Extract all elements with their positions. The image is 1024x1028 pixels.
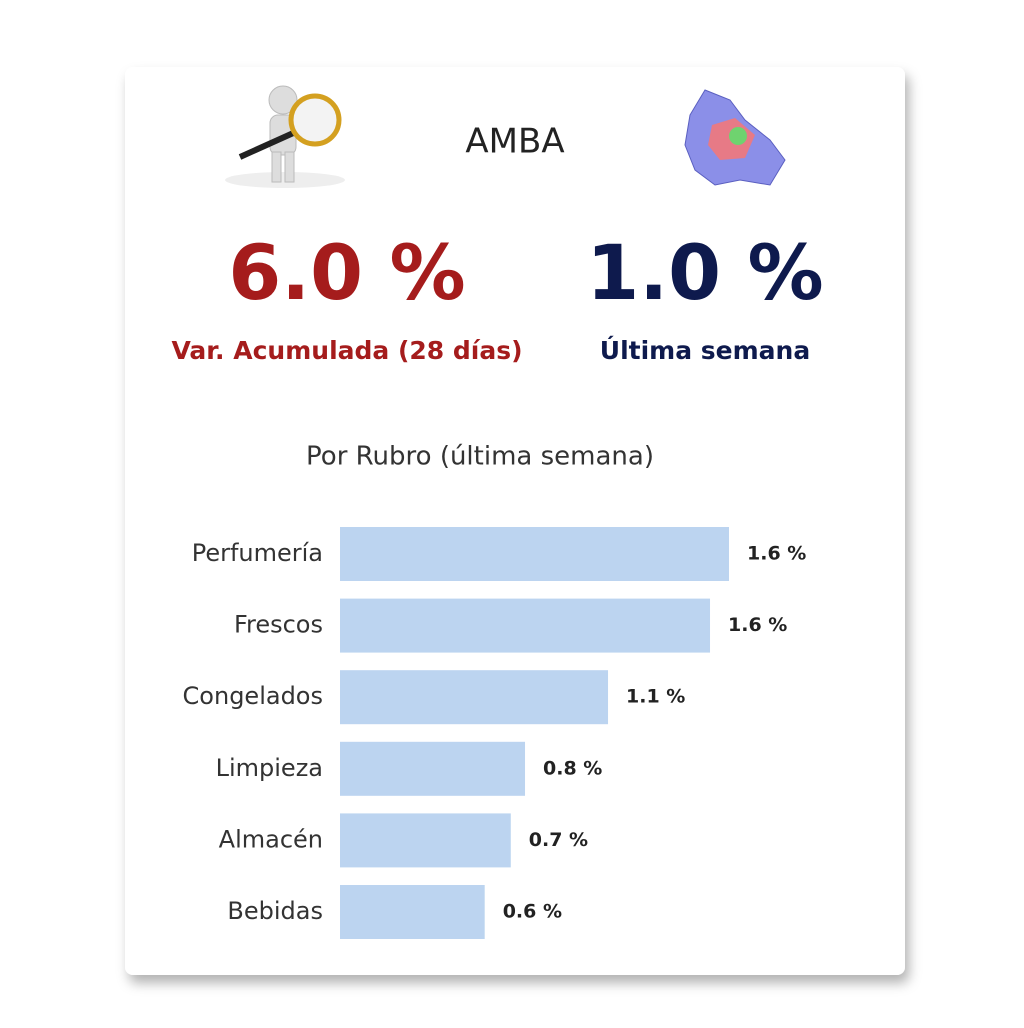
search-icon bbox=[225, 85, 345, 188]
category-label: Limpieza bbox=[216, 754, 323, 782]
category-label: Congelados bbox=[183, 682, 323, 710]
bar bbox=[340, 741, 526, 796]
category-label: Almacén bbox=[219, 825, 323, 853]
category-label: Perfumería bbox=[192, 539, 323, 567]
card bbox=[125, 67, 905, 975]
bar bbox=[340, 813, 511, 868]
kpi-value: 1.0 % bbox=[586, 228, 823, 317]
value-label: 0.6 % bbox=[503, 901, 562, 923]
bar bbox=[340, 527, 729, 581]
kpi-value: 6.0 % bbox=[228, 228, 465, 317]
value-label: 0.8 % bbox=[543, 757, 602, 779]
bar bbox=[340, 598, 711, 653]
value-label: 0.7 % bbox=[529, 829, 588, 851]
map-icon bbox=[684, 89, 786, 186]
kpi-label: Var. Acumulada (28 días) bbox=[171, 336, 522, 365]
bar bbox=[340, 885, 485, 939]
category-label: Bebidas bbox=[227, 897, 323, 925]
value-label: 1.6 % bbox=[728, 614, 787, 636]
bar bbox=[340, 670, 609, 725]
kpi-label: Última semana bbox=[600, 335, 810, 365]
card-title: AMBA bbox=[465, 122, 564, 162]
value-label: 1.1 % bbox=[626, 686, 685, 708]
chart-title: Por Rubro (última semana) bbox=[306, 442, 654, 472]
value-label: 1.6 % bbox=[747, 543, 806, 565]
category-label: Frescos bbox=[234, 611, 323, 639]
